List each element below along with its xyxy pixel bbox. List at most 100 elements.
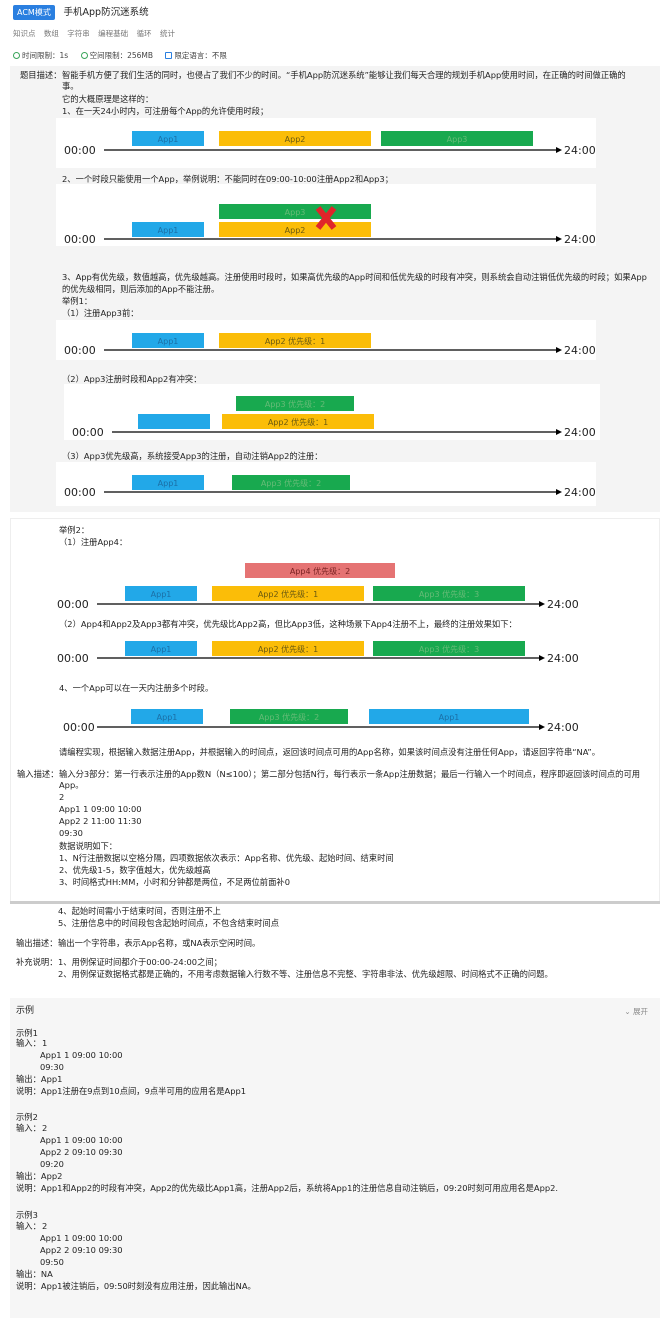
- bar-label: App2 优先级：1: [258, 644, 318, 654]
- desc-intro: 它的大概原理是这样的：: [62, 94, 154, 104]
- note: 1、N行注册数据以空格分隔，四项数据依次表示：App名称、优先级、起始时间、结束…: [59, 853, 394, 863]
- app2-bar: [219, 131, 371, 146]
- bar-label: App1: [158, 226, 179, 235]
- example-input: 2: [42, 1221, 48, 1231]
- app2-bar: [212, 586, 364, 601]
- example-explain: 说明：App1被注销后，09:50时刻没有应用注册，因此输出NA。: [16, 1281, 256, 1291]
- example-input: 09:50: [40, 1257, 64, 1267]
- tag[interactable]: 数组: [43, 29, 59, 38]
- example-output: 输出：App1: [16, 1074, 63, 1084]
- time-limit: 时间限制：1s: [13, 51, 68, 60]
- example-input: App1 1 09:00 10:00: [40, 1233, 123, 1243]
- end-time: 24:00: [564, 344, 596, 357]
- rule-4: 4、一个App可以在一天内注册多个时段。: [59, 683, 214, 693]
- note: 5、注册信息中的时间段包含起始时间点，不包含结束时间点: [58, 918, 279, 928]
- bar-label: App1: [151, 645, 172, 654]
- problem-title: 手机App防沉迷系统: [63, 7, 149, 18]
- extra-label: 补充说明：: [16, 957, 58, 967]
- expand-button[interactable]: ⌄ 展开: [624, 1007, 648, 1016]
- bar-label: App3 优先级：3: [419, 589, 479, 599]
- bar-label: App2 优先级：1: [268, 417, 328, 427]
- tag[interactable]: 循环: [136, 29, 152, 38]
- examples-title: 示例: [16, 1006, 35, 1016]
- bar-label: App1: [151, 590, 172, 599]
- output-desc: 输出一个字符串，表示App名称，或NA表示空闲时间。: [58, 938, 261, 948]
- input-desc: 输入分3部分：第一行表示注册的App数N（N≤100）；第二部分包括N行，每行表…: [59, 769, 641, 779]
- extra-note: 1、用例保证时间都介于00:00-24:00之间；: [58, 957, 222, 967]
- diagram-7: App1 App2 优先级：1 App3 优先级：3 00:00 24:00: [55, 631, 603, 673]
- memory-icon: [80, 52, 88, 59]
- example-input-label: 输入：: [16, 1123, 41, 1133]
- start-time: 00:00: [72, 426, 104, 439]
- example-input: App2 2 09:10 09:30: [40, 1147, 123, 1157]
- example-input: 2: [42, 1123, 48, 1133]
- output-label: 输出描述：: [16, 938, 58, 948]
- tag[interactable]: 字符串: [67, 29, 90, 38]
- example-step: （3）App3优先级高，系统接受App3的注册，自动注销App2的注册：: [62, 451, 323, 461]
- example-input: 1: [42, 1038, 48, 1048]
- example-step: （2）App3注册时段和App2有冲突：: [62, 374, 202, 384]
- bar-label: App2: [285, 135, 306, 144]
- app2-bar: [219, 333, 371, 348]
- memory-limit: 空间限制：256MB: [80, 51, 153, 60]
- end-time: 24:00: [564, 233, 596, 246]
- start-time: 00:00: [63, 721, 95, 734]
- app1-bar: [138, 414, 210, 429]
- end-time: 24:00: [564, 144, 596, 157]
- start-time: 00:00: [64, 144, 96, 157]
- extra-note: 2、用例保证数据格式都是正确的，不用考虑数据输入行数不等、注册信息不完整、字符串…: [58, 969, 553, 979]
- divider: [10, 901, 660, 904]
- app3-bar: [232, 475, 350, 490]
- bar-label: App3 优先级：2: [261, 478, 321, 488]
- example-step: （1）注册App3前：: [62, 308, 139, 318]
- app2-bar: [222, 414, 374, 429]
- diagram-8: App1 App3 优先级：2 App1 00:00 24:00: [55, 697, 603, 741]
- desc-line: 智能手机方便了我们生活的同时，也侵占了我们不少的时间。“手机App防沉迷系统”能…: [62, 70, 626, 80]
- bar-label: App3 优先级：2: [259, 712, 319, 722]
- start-time: 00:00: [57, 652, 89, 665]
- limits-row: 时间限制：1s 空间限制：256MB 限定语言：不限: [13, 50, 237, 61]
- bar-label: App1: [158, 479, 179, 488]
- note: 2、优先级1-5，数字值越大，优先级越高: [59, 865, 211, 875]
- description-panel: 题目描述： 智能手机方便了我们生活的同时，也侵占了我们不少的时间。“手机App防…: [10, 66, 660, 512]
- input-sample: 09:30: [59, 828, 83, 838]
- mode-badge[interactable]: ACM模式: [13, 5, 55, 20]
- task-statement: 请编程实现，根据输入数据注册App，并根据输入的时间点，返回该时间点可用的App…: [59, 747, 601, 757]
- example-explain: 说明：App1和App2的时段有冲突，App2的优先级比App1高，注册App2…: [16, 1183, 559, 1193]
- rule-3: 的优先级相同，则后添加的App不能注册。: [62, 284, 220, 294]
- bar-label: App1: [158, 135, 179, 144]
- end-time: 24:00: [564, 486, 596, 499]
- example-step: （1）注册App4：: [59, 537, 128, 547]
- bar-label: App3: [285, 208, 306, 217]
- end-time: 24:00: [564, 426, 596, 439]
- rule-3: 3、App有优先级，数值越高，优先级越高。注册使用时段时，如果高优先级的App时…: [62, 272, 647, 282]
- description-panel-2: 举例2： （1）注册App4： App4 优先级：2 App1 App2 优先级…: [10, 518, 660, 903]
- tag[interactable]: 统计: [159, 29, 175, 38]
- language-limit: 限定语言：不限: [165, 51, 227, 60]
- diagram-1: App1 App2 App3 00:00 24:00: [56, 118, 596, 168]
- diagram-2: App3 App1 App2 00:00 24:00: [56, 184, 596, 246]
- bar-label: App3 优先级：3: [419, 644, 479, 654]
- app3-bar: [230, 709, 348, 724]
- app2-bar: [212, 641, 364, 656]
- language-icon: [165, 52, 173, 59]
- input-sample: 2: [59, 792, 65, 802]
- app1-bar: [132, 333, 204, 348]
- problem-header: ACM模式 手机App防沉迷系统 知识点 数组 字符串 编程基础 循环 统计 时…: [13, 4, 663, 64]
- start-time: 00:00: [64, 486, 96, 499]
- app1-bar: [132, 222, 204, 237]
- end-time: 24:00: [547, 652, 579, 665]
- example-input-label: 输入：: [16, 1221, 41, 1231]
- app1-bar: [131, 709, 203, 724]
- rule-2: 2、一个时段只能使用一个App，举例说明：不能同时在09:00-10:00注册A…: [62, 174, 393, 184]
- rule-1: 1、在一天24小时内，可注册每个App的允许使用时段；: [62, 106, 269, 116]
- note: 3、时间格式HH:MM，小时和分钟都是两位，不足两位前面补0: [59, 877, 290, 887]
- example-step: （2）App4和App2及App3都有冲突，优先级比App2高，但比App3低，…: [59, 619, 517, 629]
- start-time: 00:00: [57, 598, 89, 611]
- start-time: 00:00: [64, 233, 96, 246]
- diagram-4: App3 优先级：2 App2 优先级：1 00:00 24:00: [64, 384, 600, 440]
- app3-bar: [236, 396, 354, 411]
- tag[interactable]: 编程基础: [98, 29, 129, 38]
- bar-label: App4 优先级：2: [290, 566, 350, 576]
- tag[interactable]: 知识点: [13, 29, 36, 38]
